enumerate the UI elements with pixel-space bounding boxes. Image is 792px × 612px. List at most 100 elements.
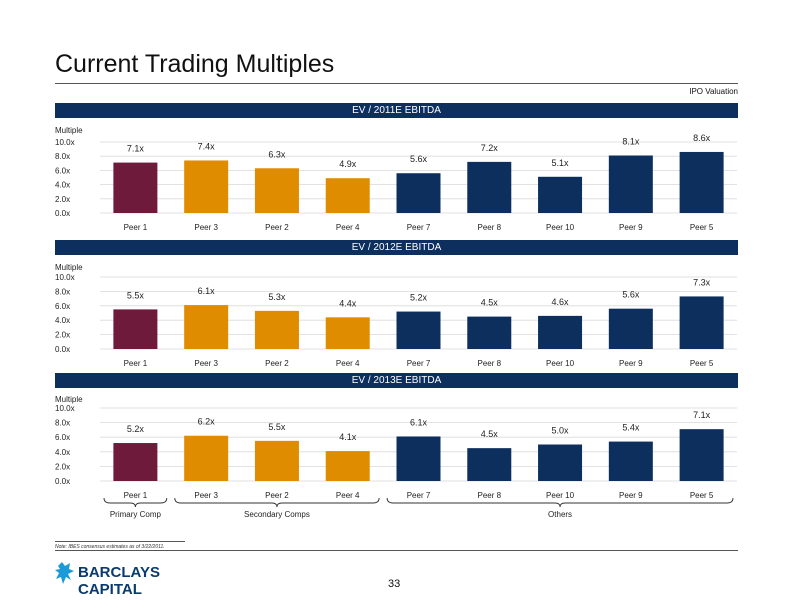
category-label: Peer 3 bbox=[194, 359, 218, 368]
group-label: Primary Comp bbox=[110, 510, 162, 519]
y-tick-label: 2.0x bbox=[55, 195, 70, 204]
category-label: Peer 4 bbox=[336, 359, 360, 368]
category-label: Peer 2 bbox=[265, 491, 289, 500]
category-label: Peer 8 bbox=[477, 223, 501, 232]
category-label: Peer 3 bbox=[194, 223, 218, 232]
bar-value-label: 4.5x bbox=[481, 429, 499, 439]
category-label: Peer 7 bbox=[407, 491, 431, 500]
category-label: Peer 4 bbox=[336, 223, 360, 232]
bar-value-label: 5.0x bbox=[552, 426, 570, 436]
bar bbox=[467, 161, 512, 213]
y-tick-label: 8.0x bbox=[55, 419, 70, 428]
y-tick-label: 2.0x bbox=[55, 462, 70, 471]
bar bbox=[467, 448, 512, 481]
y-tick-label: 8.0x bbox=[55, 152, 70, 161]
y-tick-label: 0.0x bbox=[55, 209, 70, 218]
category-label: Peer 1 bbox=[124, 223, 148, 232]
footer-rule bbox=[55, 550, 738, 551]
category-label: Peer 10 bbox=[546, 491, 575, 500]
group-label: Others bbox=[548, 510, 572, 519]
category-label: Peer 8 bbox=[477, 491, 501, 500]
y-axis-title: Multiple bbox=[55, 126, 83, 135]
category-label: Peer 7 bbox=[407, 359, 431, 368]
category-label: Peer 10 bbox=[546, 359, 575, 368]
bar bbox=[325, 178, 370, 213]
category-label: Peer 2 bbox=[265, 223, 289, 232]
bar-value-label: 4.9x bbox=[339, 159, 357, 169]
y-tick-label: 10.0x bbox=[55, 138, 75, 147]
page-number: 33 bbox=[388, 578, 401, 590]
bar bbox=[184, 160, 229, 213]
y-tick-label: 6.0x bbox=[55, 433, 70, 442]
category-label: Peer 1 bbox=[124, 359, 148, 368]
bar-value-label: 8.6x bbox=[693, 133, 711, 143]
y-axis-title: Multiple bbox=[55, 263, 83, 272]
footnote-rule bbox=[55, 541, 185, 542]
category-label: Peer 5 bbox=[690, 223, 714, 232]
bar-value-label: 4.4x bbox=[339, 298, 357, 308]
group-label: Secondary Comps bbox=[244, 510, 310, 519]
bar-value-label: 6.2x bbox=[198, 417, 216, 427]
y-tick-label: 6.0x bbox=[55, 166, 70, 175]
category-label: Peer 9 bbox=[619, 223, 643, 232]
y-tick-label: 2.0x bbox=[55, 331, 70, 340]
bar bbox=[396, 436, 441, 481]
bar bbox=[184, 305, 229, 349]
bar bbox=[113, 443, 158, 481]
bar bbox=[184, 435, 229, 481]
y-tick-label: 4.0x bbox=[55, 448, 70, 457]
bar bbox=[396, 173, 441, 213]
bar-value-label: 5.6x bbox=[410, 154, 428, 164]
bar-value-label: 7.2x bbox=[481, 143, 499, 153]
group-bracket bbox=[174, 497, 380, 508]
y-tick-label: 0.0x bbox=[55, 345, 70, 354]
bar bbox=[679, 151, 724, 213]
bar-value-label: 6.1x bbox=[198, 286, 216, 296]
category-label: Peer 5 bbox=[690, 359, 714, 368]
y-tick-label: 10.0x bbox=[55, 273, 75, 282]
bar bbox=[608, 155, 653, 213]
bar bbox=[608, 441, 653, 481]
page-subtitle: IPO Valuation bbox=[689, 87, 738, 96]
bar bbox=[254, 440, 299, 481]
category-label: Peer 5 bbox=[690, 491, 714, 500]
bar bbox=[538, 315, 583, 349]
logo-line2: CAPITAL bbox=[78, 581, 142, 598]
y-tick-label: 8.0x bbox=[55, 287, 70, 296]
bar-value-label: 4.1x bbox=[339, 432, 357, 442]
bar bbox=[467, 316, 512, 349]
bar bbox=[679, 296, 724, 349]
charts-canvas: Multiple 0.0x 2.0x 4.0x 6.0x 8.0x 10.0x 7.1x Pee… bbox=[55, 126, 737, 519]
bar-value-label: 7.1x bbox=[127, 144, 145, 154]
chart-title-2013: EV / 2013E EBITDA bbox=[55, 373, 738, 388]
bar bbox=[538, 444, 583, 481]
page-title: Current Trading Multiples bbox=[55, 50, 335, 78]
bar-value-label: 4.6x bbox=[552, 297, 570, 307]
bar-value-label: 5.4x bbox=[622, 423, 640, 433]
category-label: Peer 2 bbox=[265, 359, 289, 368]
bar bbox=[538, 176, 583, 213]
bar-value-label: 7.4x bbox=[198, 141, 216, 151]
eagle-icon: BARCLAYS CAPITAL bbox=[55, 562, 160, 598]
bar bbox=[325, 317, 370, 349]
bar bbox=[113, 162, 158, 213]
bar-value-label: 5.1x bbox=[552, 158, 570, 168]
bar-value-label: 4.5x bbox=[481, 298, 499, 308]
chart-title-2012: EV / 2012E EBITDA bbox=[55, 240, 738, 255]
bar-value-label: 5.6x bbox=[622, 290, 640, 300]
bar bbox=[113, 309, 158, 349]
bar-value-label: 6.1x bbox=[410, 417, 428, 427]
footnote: Note: IBES consensus estimates as of 3/2… bbox=[55, 544, 165, 550]
y-axis-title: Multiple bbox=[55, 395, 83, 404]
group-bracket bbox=[386, 497, 734, 508]
bar-value-label: 7.3x bbox=[693, 277, 711, 287]
category-label: Peer 9 bbox=[619, 359, 643, 368]
y-tick-label: 4.0x bbox=[55, 316, 70, 325]
bar bbox=[254, 310, 299, 349]
category-label: Peer 4 bbox=[336, 491, 360, 500]
bar-value-label: 8.1x bbox=[622, 136, 640, 146]
group-bracket bbox=[103, 497, 168, 508]
logo-line1: BARCLAYS bbox=[78, 564, 160, 581]
y-tick-label: 0.0x bbox=[55, 477, 70, 486]
bar bbox=[396, 311, 441, 349]
